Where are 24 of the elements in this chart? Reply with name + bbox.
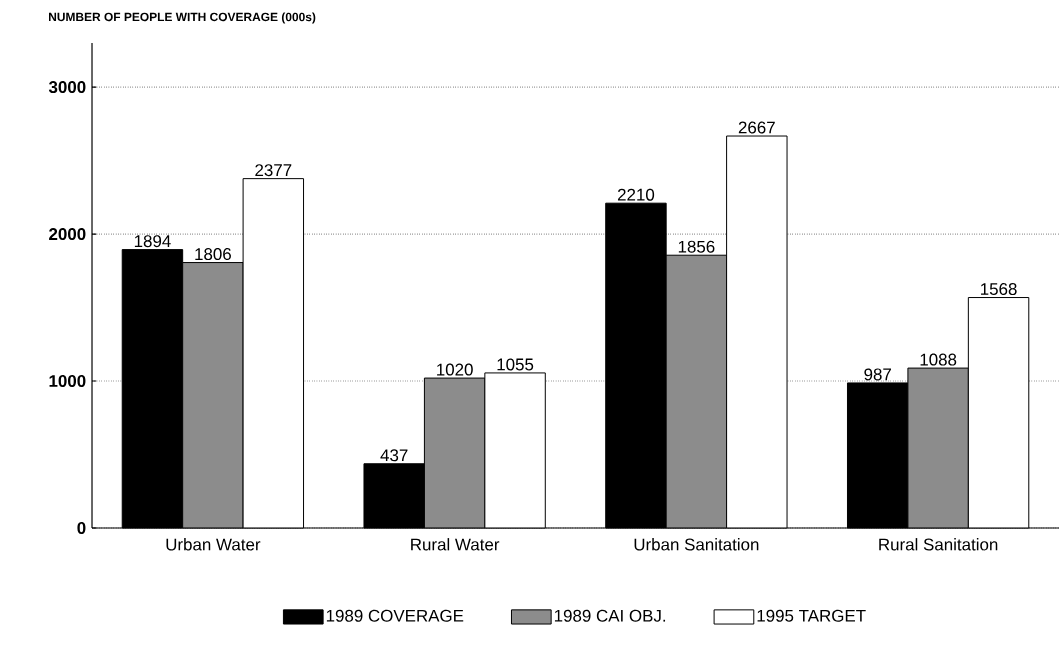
y-tick-label: 1000 — [49, 375, 86, 388]
data-label: 2210 — [617, 188, 655, 201]
data-label: 987 — [864, 368, 891, 381]
x-tick-label: Urban Sanitation — [634, 538, 759, 551]
legend-label: 1989 COVERAGE — [326, 609, 464, 622]
x-tick-label: Rural Water — [411, 538, 500, 551]
data-label: 1088 — [920, 353, 957, 366]
data-label: 1806 — [195, 248, 231, 261]
y-tick-label: 0 — [77, 521, 86, 534]
y-tick-label: 3000 — [48, 81, 86, 94]
legend-label: 1995 TARGET — [757, 609, 866, 622]
data-label: 1020 — [437, 363, 473, 376]
y-tick-label: 2000 — [49, 228, 86, 241]
data-label: 1055 — [497, 358, 534, 371]
data-label: 1856 — [678, 240, 715, 253]
legend-label: 1989 CAI OBJ. — [554, 609, 666, 622]
x-tick-label: Rural Sanitation — [879, 538, 998, 551]
data-label: 2377 — [255, 164, 292, 177]
data-label: 1894 — [134, 235, 171, 248]
x-tick-label: Urban Water — [166, 538, 261, 551]
y-axis-title: NUMBER OF PEOPLE WITH COVERAGE (000s) — [49, 12, 316, 24]
data-label: 437 — [380, 449, 408, 462]
data-label: 2667 — [738, 121, 775, 134]
data-label: 1568 — [981, 283, 1017, 296]
